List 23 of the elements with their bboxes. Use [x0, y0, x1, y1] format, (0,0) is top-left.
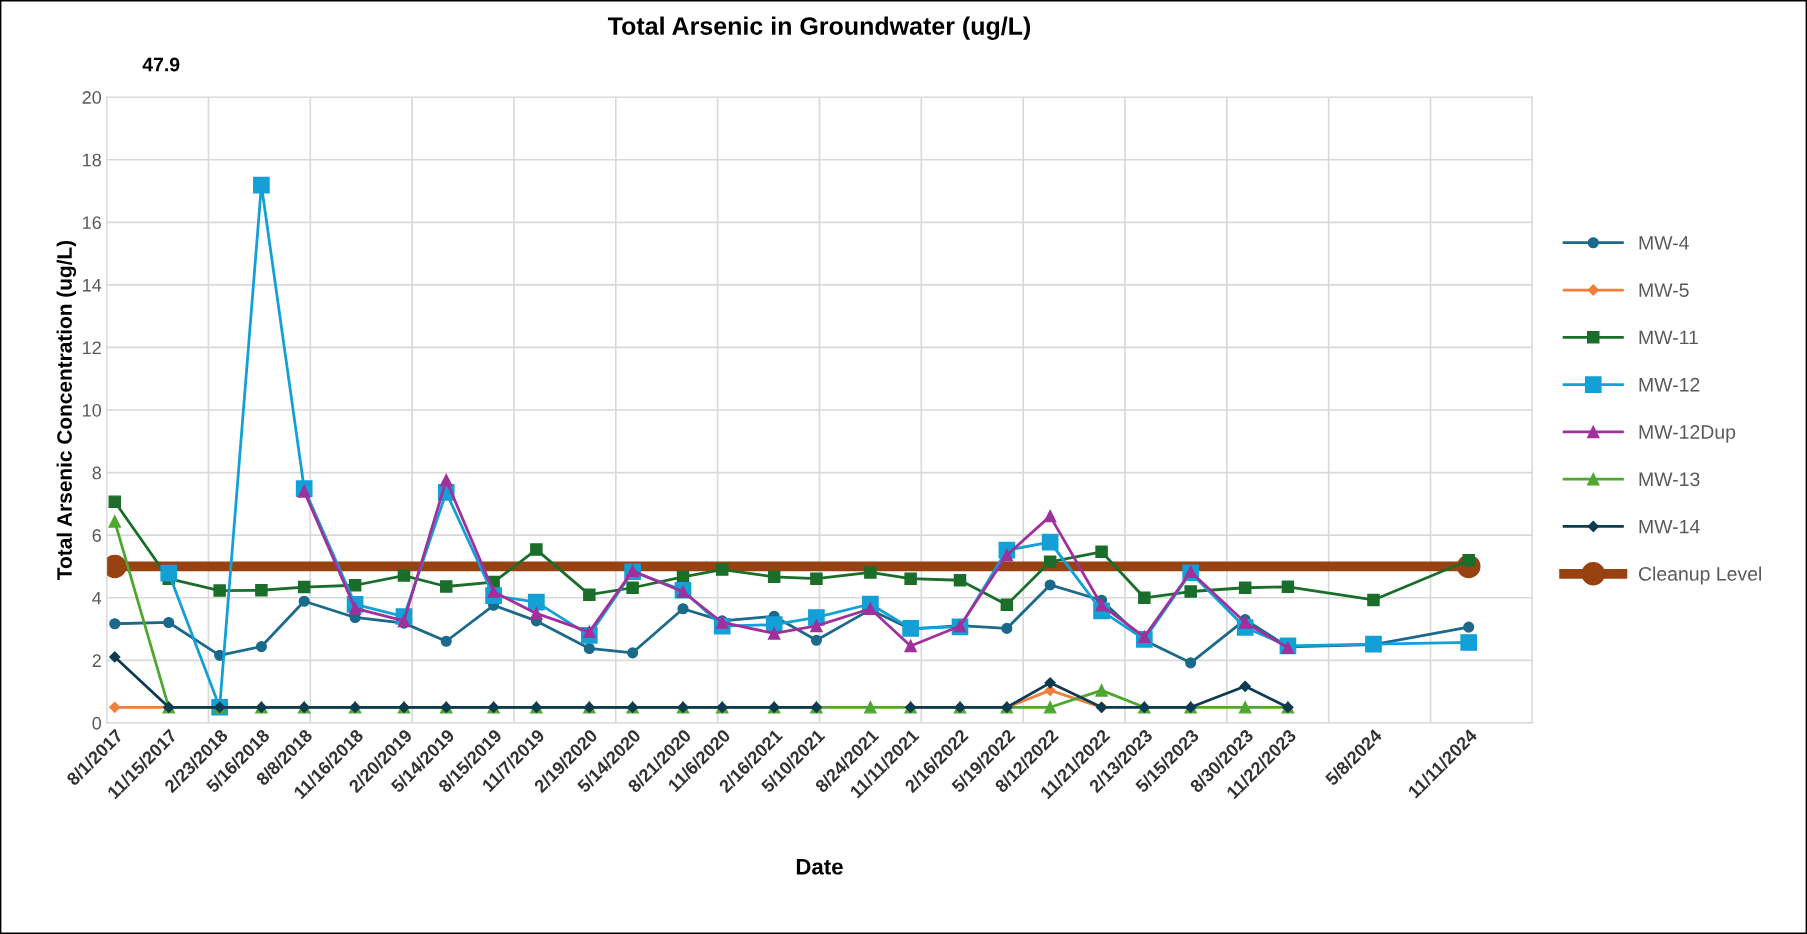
legend-label: MW-4	[1639, 236, 1689, 250]
y-tick-label: 12	[83, 341, 101, 354]
chart-title: Total Arsenic in Groundwater (ug/L)	[607, 16, 1031, 40]
y-tick-label: 18	[83, 153, 101, 167]
y-tick-label: 4	[92, 591, 102, 605]
legend-label: MW-12	[1639, 377, 1700, 392]
legend-label: MW-14	[1639, 519, 1700, 534]
x-axis-title: Date	[796, 859, 843, 875]
y-tick-label: 20	[82, 91, 102, 104]
y-tick-label: 8	[92, 466, 101, 480]
legend-label: MW-13	[1639, 472, 1700, 487]
legend-label: MW-5	[1639, 283, 1689, 298]
text: 47.9	[142, 57, 180, 72]
y-tick-label: 14	[83, 278, 102, 292]
y-tick-label: 6	[92, 529, 101, 542]
legend-label: MW-12Dup	[1639, 425, 1736, 443]
legend-label: Cleanup Level	[1638, 566, 1761, 585]
y-tick-label: 0	[92, 716, 102, 730]
y-tick-label: 10	[83, 403, 102, 417]
legend-label: MW-11	[1639, 330, 1698, 345]
y-axis-title: Total Arsenic Concentration (ug/L)	[56, 240, 77, 580]
y-tick-label: 2	[92, 654, 101, 667]
y-tick-label: 16	[83, 216, 101, 230]
